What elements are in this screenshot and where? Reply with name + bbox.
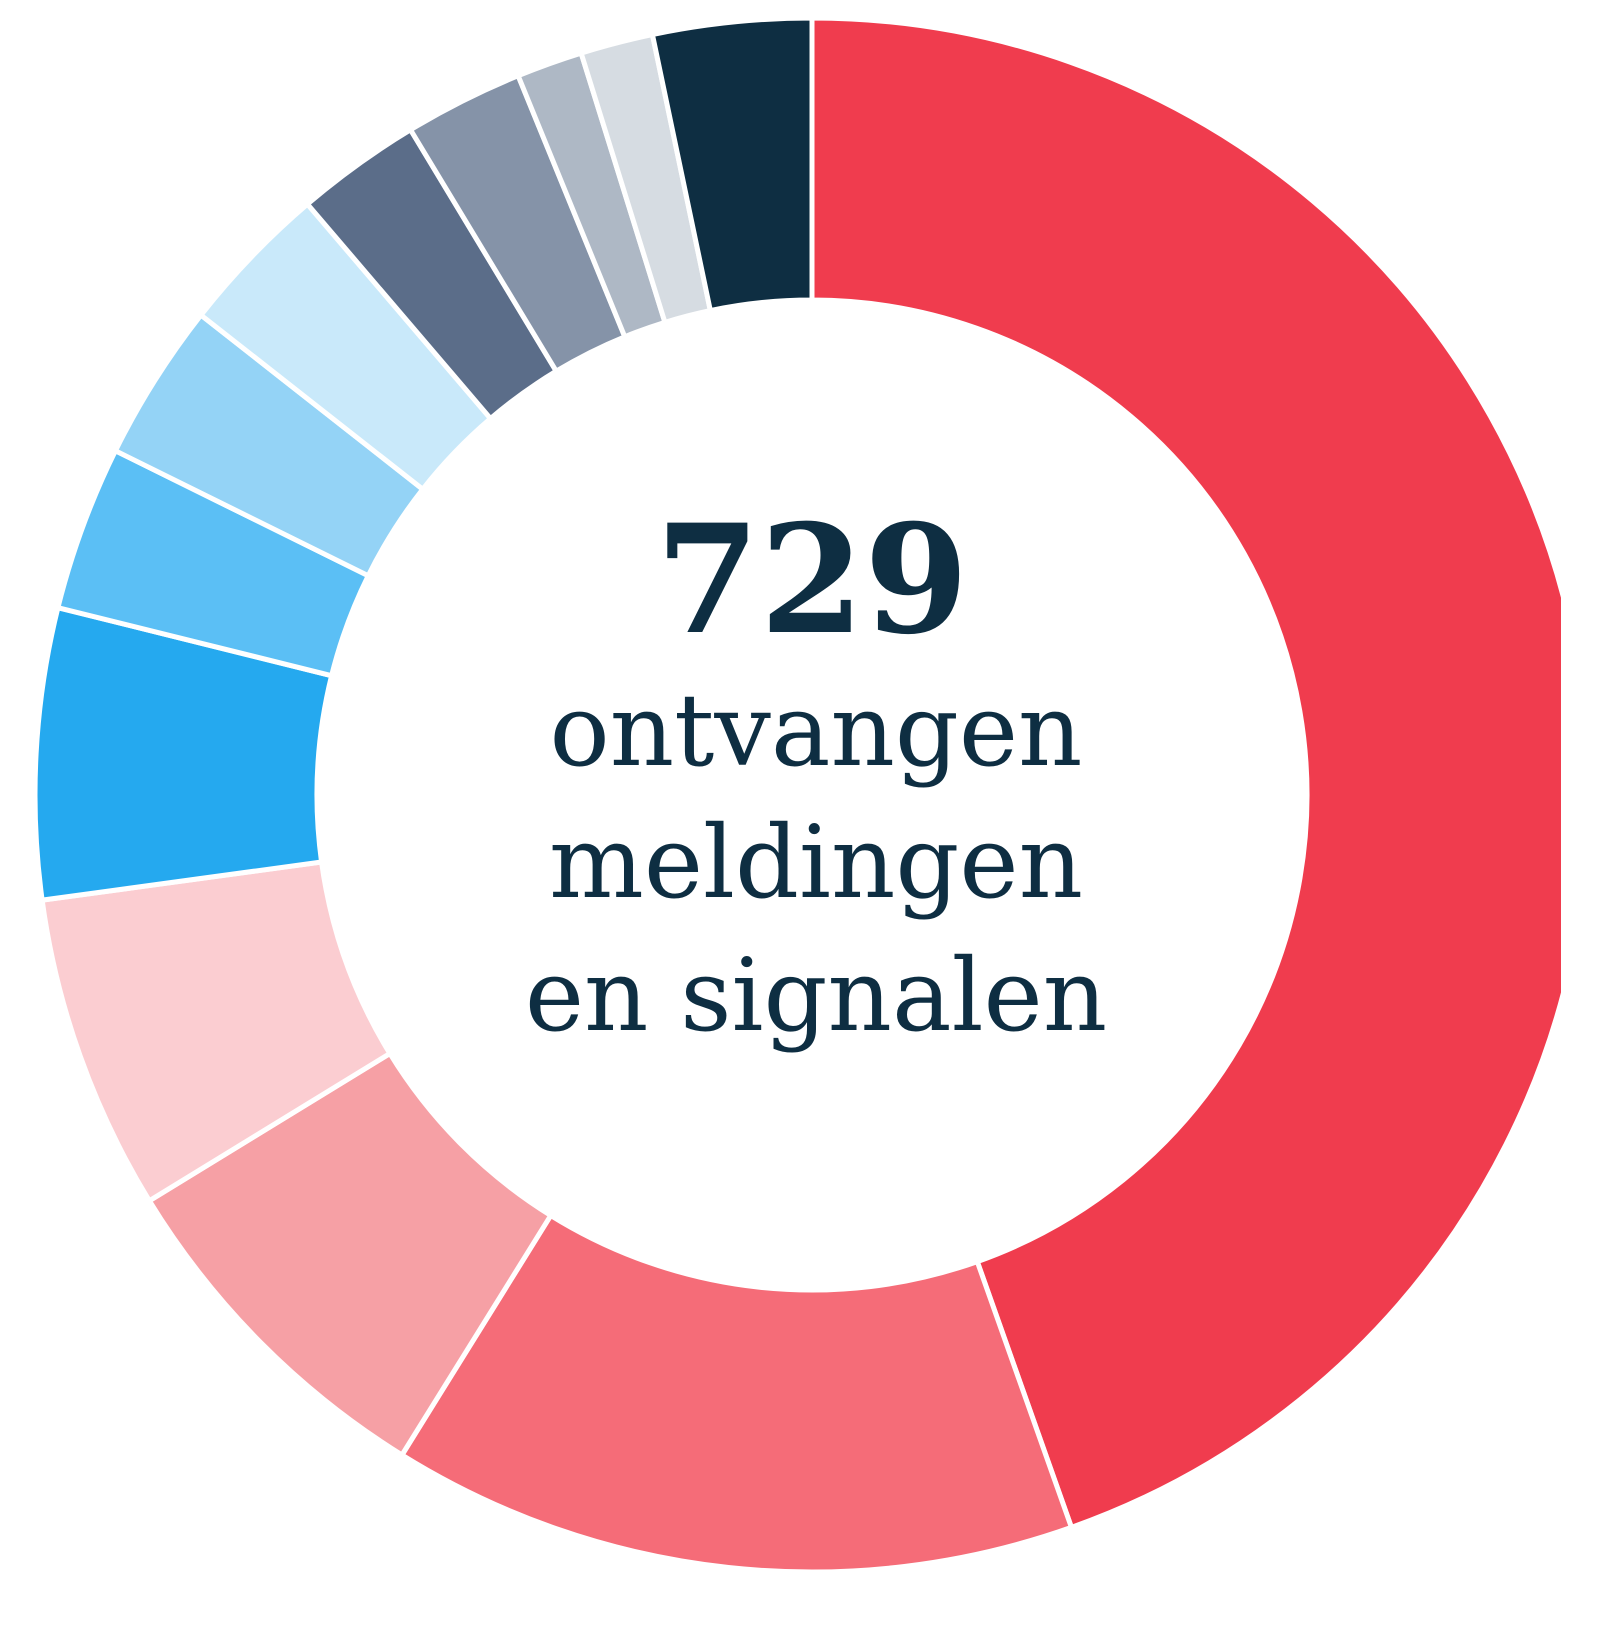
center-text: meldingen: [549, 804, 1083, 921]
total: 729: [655, 492, 968, 668]
donut: [32, 15, 1561, 1575]
segment: [649, 15, 815, 314]
segment: [398, 1212, 1075, 1575]
center-text: ontvangen: [550, 672, 1083, 789]
center-text: en signalen: [525, 937, 1107, 1054]
segment: [809, 15, 1561, 1531]
